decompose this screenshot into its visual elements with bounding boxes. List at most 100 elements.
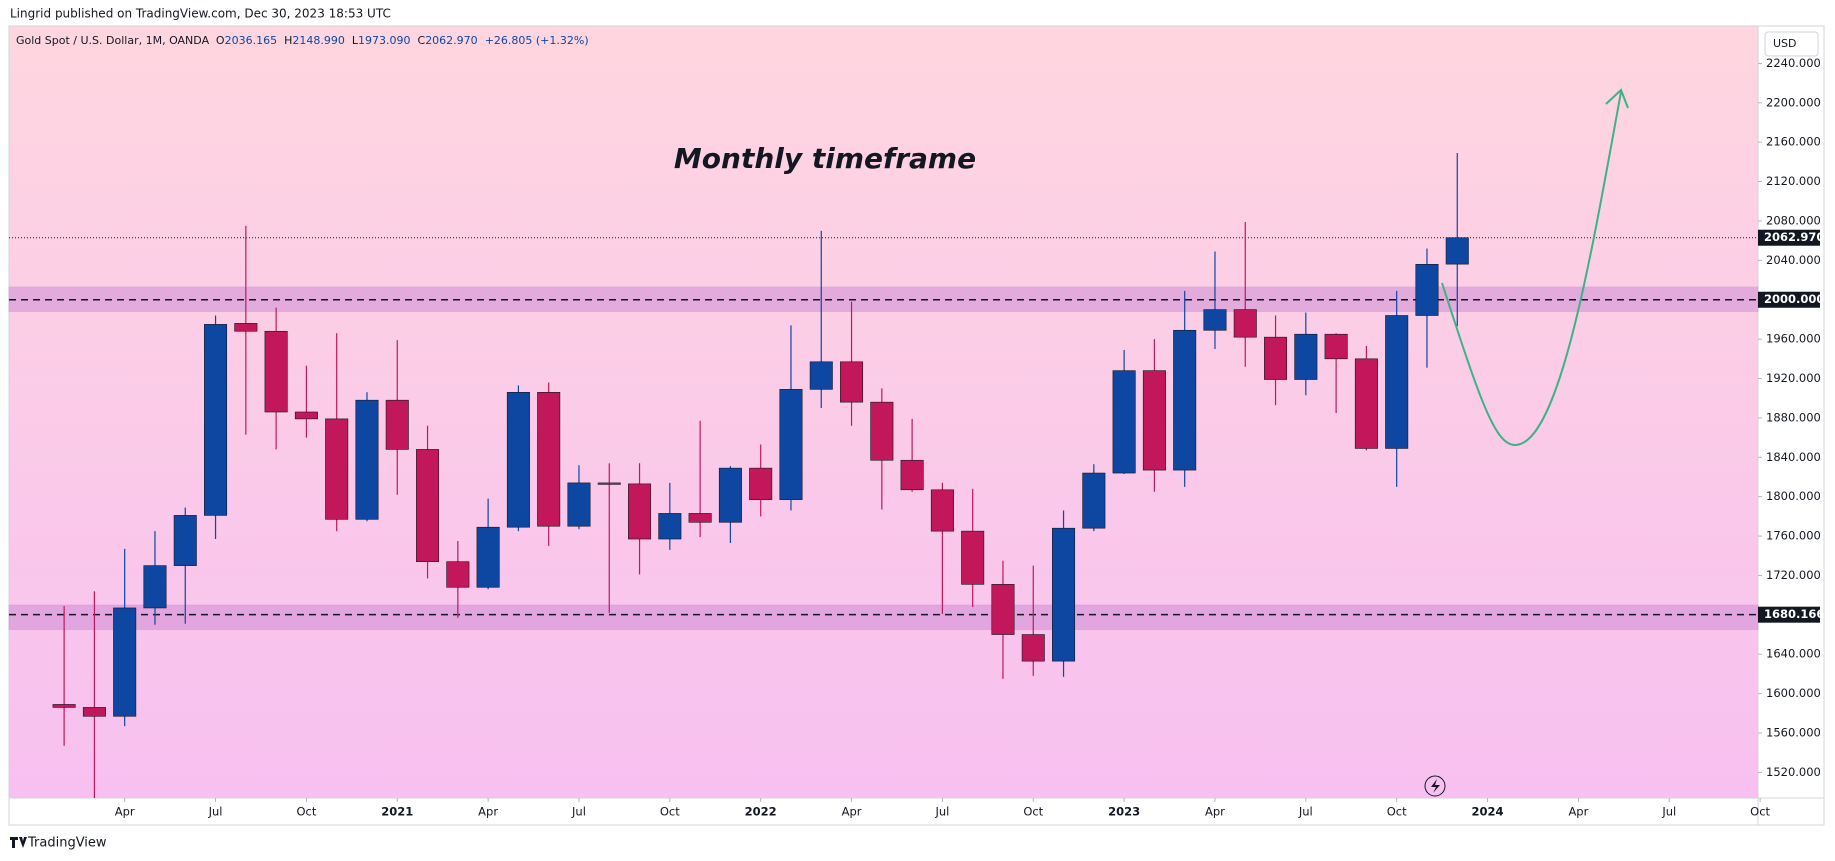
currency: USD: [1773, 37, 1797, 50]
x-tick-label: 2024: [1472, 805, 1504, 819]
candle-body: [537, 392, 561, 527]
ohlc-key: O: [216, 34, 225, 47]
y-tick-label: 1720.000: [1766, 568, 1821, 582]
candle-body: [1142, 370, 1166, 471]
candle-body: [1445, 237, 1469, 265]
candle-body: [1233, 309, 1257, 338]
candle-body: [234, 323, 258, 332]
x-tick-label: Apr: [1205, 805, 1225, 819]
y-tick-label: 1560.000: [1766, 726, 1821, 740]
x-tick-label: Jul: [1661, 805, 1676, 819]
x-tick-label: Jul: [208, 805, 223, 819]
candle-body: [476, 526, 500, 588]
annotation: Monthly timeframe: [674, 142, 976, 175]
candle-body: [204, 324, 228, 516]
replay-icon[interactable]: [1424, 775, 1446, 797]
price-tag-label: 2000.000: [1764, 292, 1824, 306]
candle-body: [658, 513, 682, 540]
last-price-tag: [1758, 229, 1820, 246]
y-tick-label: 1760.000: [1766, 529, 1821, 543]
candle-body: [1112, 370, 1136, 474]
y-tick-label: 2160.000: [1766, 135, 1821, 149]
candle-body: [1324, 333, 1348, 360]
candle-body: [294, 411, 318, 420]
candle-body: [173, 515, 197, 566]
ohlc-value: 2036.165: [225, 34, 278, 47]
y-tick-label: 1920.000: [1766, 371, 1821, 385]
change: +26.805 (+1.32%): [485, 34, 589, 47]
projection-arrow: [1441, 91, 1622, 447]
y-tick-label: 2200.000: [1766, 95, 1821, 109]
symbol: Gold Spot / U.S. Dollar, 1M, OANDA: [16, 34, 210, 47]
y-tick-label: 1640.000: [1766, 647, 1821, 661]
candle-body: [779, 389, 803, 500]
candle-body: [900, 459, 924, 491]
y-tick-label: 1840.000: [1766, 450, 1821, 464]
candle-body: [325, 418, 349, 520]
candle-body: [628, 483, 652, 540]
y-tick-label: 1800.000: [1766, 489, 1821, 503]
y-tick-label: 1880.000: [1766, 410, 1821, 424]
x-tick-label: Oct: [296, 805, 316, 819]
arrow-head: [1605, 88, 1629, 109]
chart-frame: [8, 25, 1825, 826]
x-tick-label: Jul: [571, 805, 586, 819]
y-tick-label: 1960.000: [1766, 332, 1821, 346]
x-tick-label: Oct: [1750, 805, 1770, 819]
x-tick-label: 2023: [1108, 805, 1140, 819]
y-tick-label: 1520.000: [1766, 765, 1821, 779]
candle-body: [1203, 309, 1227, 331]
x-tick-label: Oct: [1387, 805, 1407, 819]
candle-body: [1173, 329, 1197, 471]
candle-body: [840, 361, 864, 403]
price-tag-label: 1680.166: [1764, 607, 1824, 621]
candle-body: [567, 482, 591, 527]
candle-body: [597, 482, 621, 485]
candle-body: [1354, 358, 1378, 449]
candle-body: [749, 467, 773, 500]
x-tick-label: Jul: [934, 805, 949, 819]
x-tick-label: Apr: [842, 805, 862, 819]
y-tick-label: 2080.000: [1766, 213, 1821, 227]
candle-body: [82, 707, 106, 717]
candle-body: [809, 361, 833, 390]
ohlc-key: L: [352, 34, 359, 47]
price-tag: [1758, 291, 1820, 308]
tv-logo: [10, 837, 27, 848]
bolt: [1431, 779, 1440, 793]
candle-body: [506, 392, 530, 528]
ohlc-value: 2148.990: [292, 34, 345, 47]
x-tick-label: Apr: [1568, 805, 1588, 819]
ohlc-value: 2062.970: [425, 34, 478, 47]
candle-body: [416, 449, 440, 562]
legend: Gold Spot / U.S. Dollar, 1M, OANDA O2036.…: [16, 34, 589, 47]
x-tick-label: Oct: [660, 805, 680, 819]
candle-body: [1294, 333, 1318, 380]
zone: [8, 604, 1759, 631]
ohlc-key: H: [284, 34, 292, 47]
price-tag: [1758, 606, 1820, 623]
candle-body: [1052, 527, 1076, 662]
candle-body: [991, 584, 1015, 635]
candle-body: [1082, 472, 1106, 529]
currency-button[interactable]: [1764, 31, 1819, 57]
x-tick-label: Oct: [1023, 805, 1043, 819]
candle-body: [870, 401, 894, 461]
footer-logo: TradingView: [27, 836, 107, 851]
candle-body: [52, 704, 76, 708]
candle-body: [1021, 634, 1045, 662]
candle-body: [688, 513, 712, 523]
zone: [8, 286, 1759, 313]
x-tick-label: 2021: [381, 805, 413, 819]
ohlc-value: 1973.090: [358, 34, 411, 47]
candle-body: [355, 399, 379, 520]
y-tick-label: 2240.000: [1766, 56, 1821, 70]
y-tick-label: 2040.000: [1766, 253, 1821, 267]
last-price-label: 2062.970: [1764, 230, 1824, 244]
x-tick-label: Apr: [115, 805, 135, 819]
x-tick-label: Apr: [478, 805, 498, 819]
ohlc-key: C: [418, 34, 426, 47]
candle-body: [718, 467, 742, 523]
candle-body: [113, 607, 137, 717]
